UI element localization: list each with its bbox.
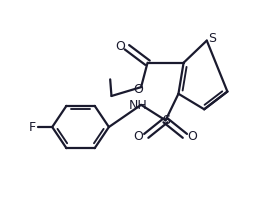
Text: O: O [134, 83, 143, 96]
Text: O: O [134, 130, 143, 143]
Text: O: O [115, 40, 125, 53]
Text: NH: NH [129, 99, 148, 112]
Text: S: S [162, 114, 170, 127]
Text: S: S [208, 32, 217, 45]
Text: O: O [188, 130, 198, 143]
Text: F: F [29, 120, 36, 134]
